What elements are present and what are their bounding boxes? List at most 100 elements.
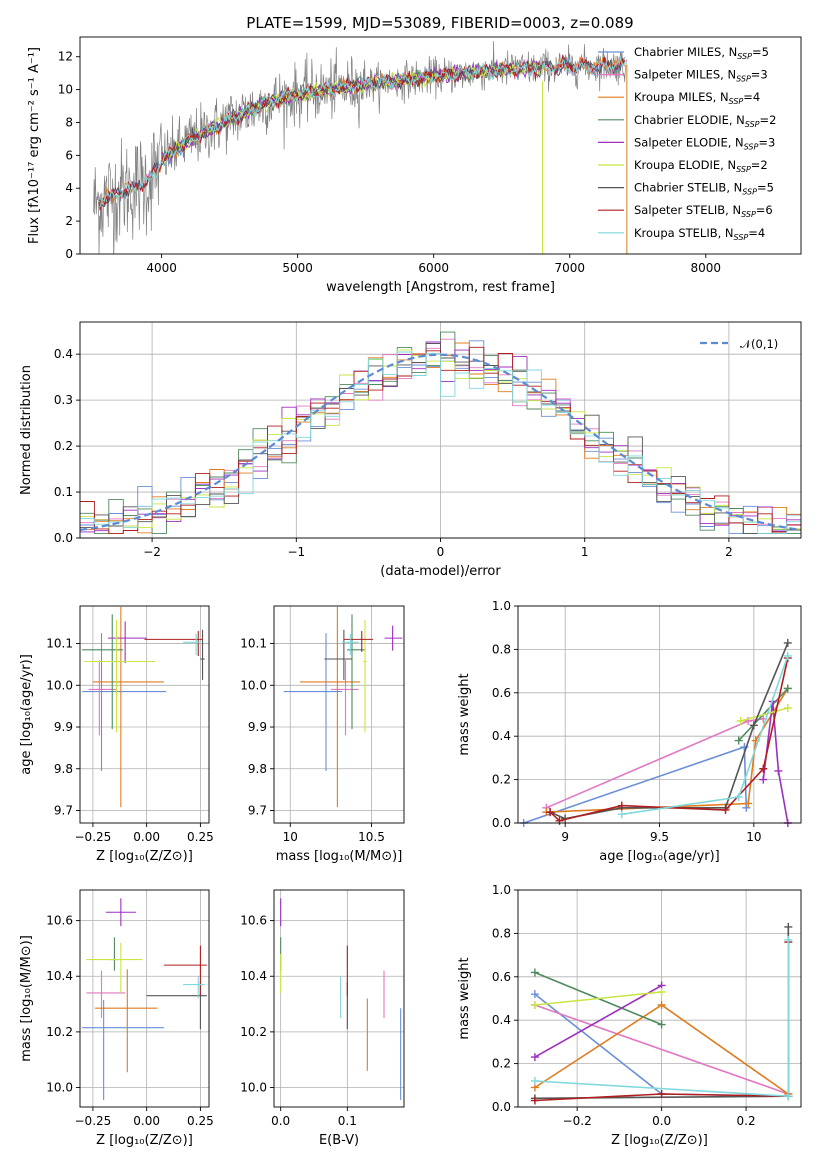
tick-label-y: 1.0 (492, 883, 511, 897)
tick-label-x: 5000 (282, 261, 313, 275)
weight-marker (744, 799, 753, 808)
legend-entry: Kroupa STELIB, NSSP=4 (634, 226, 765, 242)
errorbar-point (300, 606, 361, 808)
tick-label-y: 0.0 (54, 531, 73, 545)
tick-label-x: −0.2 (563, 1114, 592, 1128)
weight-line (534, 991, 662, 1006)
histogram-step (80, 343, 801, 534)
residuals-panel: −2 −1 0 1 2 0.0 0.1 0.2 0.3 0.4 (data-model)/error… (19, 321, 802, 579)
tick-label-x: 10 (283, 830, 298, 844)
tick-label-y: 0.0 (492, 816, 511, 830)
errorbar-point (330, 660, 359, 736)
axes-frame (517, 889, 802, 1108)
axes-frame (273, 889, 405, 1108)
tick-label-x: 9 (561, 830, 569, 844)
legend-entry: Kroupa ELODIE, NSSP=2 (634, 158, 768, 174)
errorbar-point (183, 976, 205, 999)
spectrum-plot-area (93, 41, 628, 254)
tick-label-y: 10.6 (46, 914, 73, 928)
tick-label-x: 0.0 (271, 1114, 290, 1128)
legend-entry: Kroupa MILES, NSSP=4 (634, 90, 760, 106)
weight-marker (759, 775, 768, 784)
errorbar-point (324, 629, 352, 680)
legend-entry: Chabrier MILES, NSSP=5 (634, 45, 769, 61)
errorbar-point (84, 619, 156, 733)
model-line (98, 54, 626, 211)
tick-label-y: 0.1 (54, 485, 73, 499)
tick-label-x: 0.0 (652, 1114, 671, 1128)
x-axis-label: age [log₁₀(age/yr)] (599, 849, 720, 864)
x-axis-label: (data-model)/error (380, 564, 501, 579)
errorbar-point (82, 999, 164, 1101)
weight-marker (783, 703, 792, 712)
axes-frame (517, 605, 802, 824)
age-vs-Z-panel: −0.25 0.00 0.25 9.7 9.8 9.9 10.0 10.1 Z [log₁₀(Z… (19, 605, 214, 864)
tick-label-y: 0.6 (492, 686, 511, 700)
tick-label-x: 0 (437, 545, 445, 559)
y-axis-label: mass weight (457, 957, 472, 1039)
weight-marker (734, 792, 743, 801)
tick-label-y: 1.0 (492, 599, 511, 613)
errorbar-point (92, 606, 164, 808)
weight-marker (657, 1020, 666, 1029)
weight-marker (546, 808, 555, 817)
tick-label-x: 10.5 (358, 830, 385, 844)
tick-label-y: 10.0 (240, 678, 267, 692)
weight-marker (734, 736, 743, 745)
y-axis-label: age [log₁₀(age/yr)] (19, 654, 34, 775)
axes-frame (79, 605, 210, 824)
errorbar-point (86, 970, 126, 1018)
weight-marker (784, 922, 793, 931)
weight-line (534, 984, 662, 1058)
weight-marker (530, 1076, 539, 1085)
x-axis-label: Z [log₁₀(Z/Z⊙)] (96, 849, 193, 864)
tick-label-y: 0.2 (492, 773, 511, 787)
errorbar-point (183, 633, 201, 655)
weight-line (762, 701, 789, 824)
tick-label-y: 0.4 (492, 1013, 511, 1027)
page-title: PLATE=1599, MJD=53089, FIBERID=0003, z=0… (246, 14, 633, 32)
mass-vs-Z-panel: −0.25 0.00 0.25 10.0 10.2 10.4 10.6 Z [log₁₀(Z/… (19, 889, 214, 1148)
weight-marker (617, 810, 626, 819)
tick-label-y: 10.4 (46, 969, 73, 983)
model-line (98, 56, 626, 208)
tick-label-x: 0.00 (133, 1114, 160, 1128)
errorbar-point (384, 625, 403, 651)
axes-frame (79, 36, 802, 255)
tick-label-x: 0.00 (133, 830, 160, 844)
x-axis-label: mass [log₁₀(M/M⊙)] (276, 849, 403, 864)
x-axis-label: Z [log₁₀(Z/Z⊙)] (611, 1133, 708, 1148)
weight-marker (749, 721, 758, 730)
tick-label-y: 0.8 (492, 642, 511, 656)
weight-marker (657, 987, 666, 996)
tick-label-y: 0.2 (54, 439, 73, 453)
tick-label-y: 0 (65, 247, 73, 261)
panels: 4000 5000 6000 7000 8000024681012wavelength … (19, 36, 802, 1148)
weight-marker (783, 638, 792, 647)
tick-label-x: −2 (143, 545, 161, 559)
weight-line (549, 657, 789, 822)
weight-marker (736, 717, 745, 726)
tick-label-x: 1 (581, 545, 589, 559)
weight-marker (657, 1089, 666, 1098)
legend-entry: Chabrier STELIB, NSSP=5 (634, 181, 774, 197)
tick-label-x: 8000 (691, 261, 722, 275)
tick-label-y: 9.8 (54, 762, 73, 776)
mass-vs-EBV-panel: 0.0 0.1 10.0 10.2 10.4 10.6 E(B-V) (240, 889, 405, 1148)
tick-label-x: −0.25 (75, 1114, 112, 1128)
weight-marker (617, 801, 626, 810)
axes-frame (79, 321, 802, 539)
errorbar-point (343, 631, 374, 652)
weight-line (534, 1004, 789, 1095)
tick-label-y: 0.4 (492, 729, 511, 743)
errorbar-point (82, 633, 166, 771)
weight-marker (721, 805, 730, 814)
tick-label-x: 0.25 (187, 830, 214, 844)
x-axis-label: E(B-V) (319, 1133, 359, 1148)
tick-label-y: 0.2 (492, 1057, 511, 1071)
weight-marker (530, 1001, 539, 1010)
tick-label-y: 9.8 (248, 762, 267, 776)
legend-entry: Salpeter ELODIE, NSSP=3 (634, 135, 775, 151)
tick-label-x: −1 (287, 545, 305, 559)
errorbar-point (86, 942, 143, 993)
